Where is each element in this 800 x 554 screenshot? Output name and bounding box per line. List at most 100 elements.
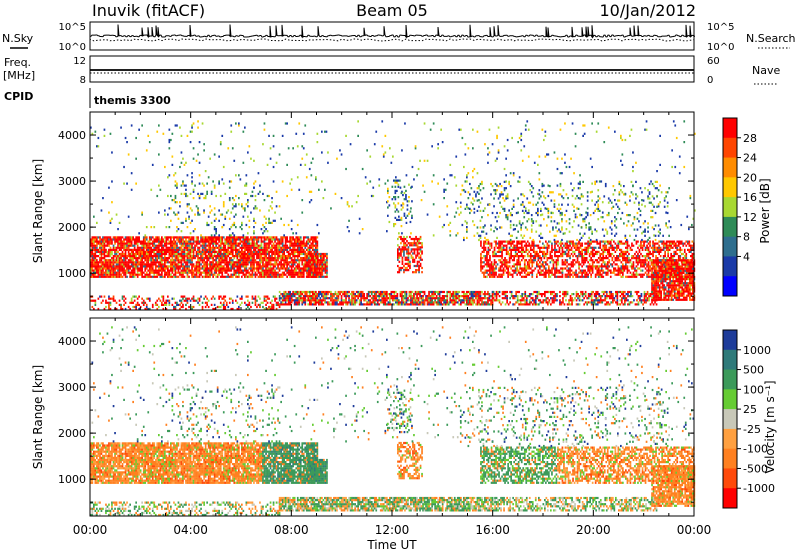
range-cell <box>111 265 113 267</box>
range-cell <box>209 276 211 278</box>
range-cell <box>169 251 171 253</box>
range-cell <box>261 261 263 263</box>
range-cell <box>200 257 202 259</box>
range-cell <box>227 247 229 249</box>
range-cell <box>205 263 207 265</box>
range-cell <box>208 259 210 261</box>
range-cell <box>288 261 290 263</box>
range-cell <box>158 243 160 245</box>
range-cell <box>163 249 165 251</box>
range-cell <box>227 261 229 263</box>
range-cell <box>153 253 155 255</box>
range-cell <box>102 272 104 274</box>
range-cell <box>288 255 290 257</box>
range-cell <box>137 276 139 278</box>
range-cell <box>101 265 103 267</box>
range-cell <box>114 276 116 278</box>
range-cell <box>218 272 220 274</box>
range-cell <box>150 259 152 261</box>
range-cell <box>129 257 131 259</box>
range-cell <box>176 255 178 257</box>
range-cell <box>187 267 189 269</box>
range-cell <box>161 243 163 245</box>
range-cell <box>270 247 272 249</box>
range-cell <box>110 259 112 261</box>
range-cell <box>113 265 115 267</box>
range-cell <box>292 253 294 255</box>
range-cell <box>123 245 125 247</box>
range-cell <box>111 251 113 253</box>
range-cell <box>205 276 207 278</box>
range-cell <box>273 274 275 276</box>
range-cell <box>182 270 184 272</box>
range-cell <box>99 261 101 263</box>
range-cell <box>285 263 287 265</box>
range-cell <box>137 267 139 269</box>
range-cell <box>264 251 266 253</box>
range-cell <box>184 243 186 245</box>
range-cell <box>169 261 171 263</box>
range-cell <box>187 270 189 272</box>
range-cell <box>255 243 257 245</box>
range-cell <box>181 251 183 253</box>
range-cell <box>123 243 125 245</box>
range-cell <box>209 272 211 274</box>
range-cell <box>167 238 169 240</box>
range-cell <box>270 267 272 269</box>
range-cell <box>184 270 186 272</box>
range-cell <box>134 270 136 272</box>
range-cell <box>179 253 181 255</box>
range-cell <box>244 255 246 257</box>
range-cell <box>232 247 234 249</box>
range-cell <box>230 253 232 255</box>
range-cell <box>102 274 104 276</box>
range-cell <box>217 267 219 269</box>
range-cell <box>167 247 169 249</box>
range-cell <box>279 243 281 245</box>
range-cell <box>164 276 166 278</box>
range-cell <box>289 270 291 272</box>
range-cell <box>123 265 125 267</box>
range-cell <box>280 259 282 261</box>
range-cell <box>110 267 112 269</box>
range-cell <box>175 261 177 263</box>
range-cell <box>132 253 134 255</box>
range-cell <box>211 257 213 259</box>
range-cell <box>179 241 181 243</box>
range-cell <box>107 255 109 257</box>
range-cell <box>113 257 115 259</box>
range-cell <box>264 257 266 259</box>
range-cell <box>297 257 299 259</box>
range-cell <box>283 236 285 238</box>
range-cell <box>176 263 178 265</box>
range-cell <box>262 261 264 263</box>
range-cell <box>134 267 136 269</box>
range-cell <box>285 261 287 263</box>
range-cell <box>144 238 146 240</box>
range-cell <box>212 236 214 238</box>
range-cell <box>135 241 137 243</box>
range-cell <box>193 241 195 243</box>
range-cell <box>167 251 169 253</box>
range-cell <box>131 243 133 245</box>
range-cell <box>128 255 130 257</box>
range-cell <box>298 238 300 240</box>
range-cell <box>152 263 154 265</box>
range-cell <box>274 276 276 278</box>
range-cell <box>280 255 282 257</box>
range-cell <box>150 263 152 265</box>
range-cell <box>203 247 205 249</box>
range-cell <box>101 238 103 240</box>
range-cell <box>270 272 272 274</box>
range-cell <box>161 257 163 259</box>
range-cell <box>294 247 296 249</box>
range-cell <box>93 249 95 251</box>
range-cell <box>120 259 122 261</box>
range-cell <box>261 255 263 257</box>
range-cell <box>111 263 113 265</box>
range-cell <box>98 267 100 269</box>
range-cell <box>265 272 267 274</box>
range-cell <box>212 263 214 265</box>
range-cell <box>255 253 257 255</box>
range-cell <box>193 253 195 255</box>
